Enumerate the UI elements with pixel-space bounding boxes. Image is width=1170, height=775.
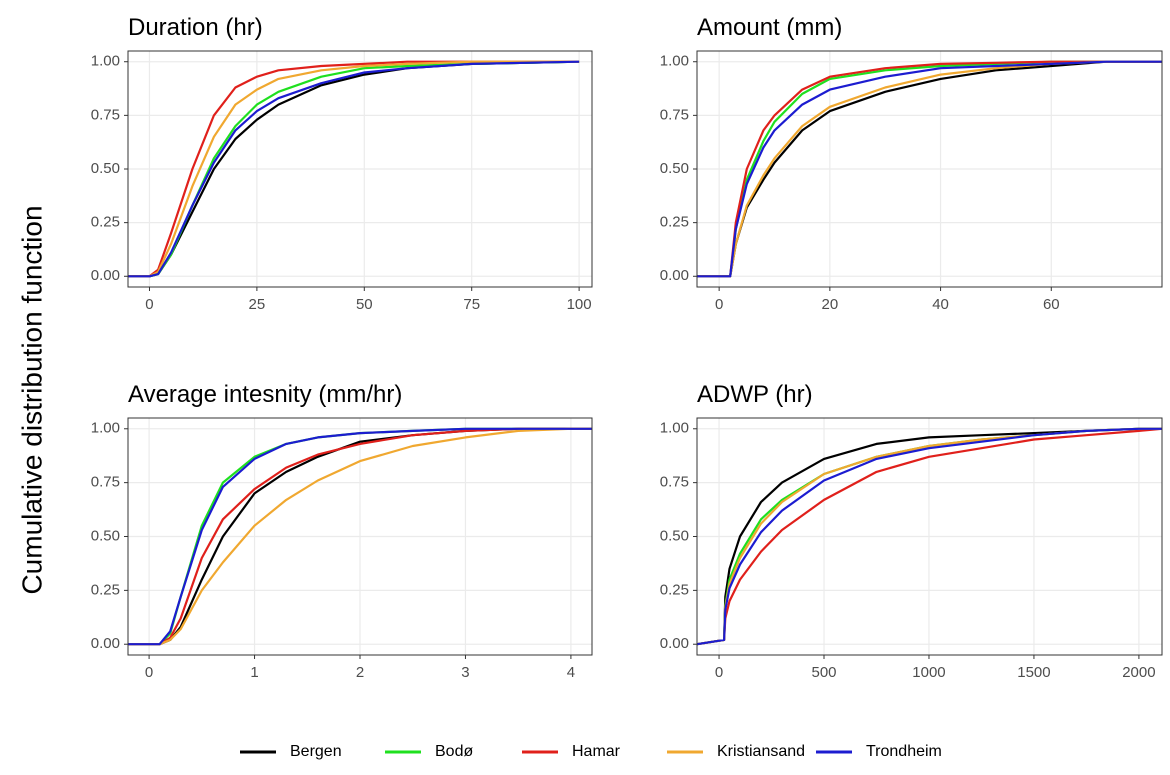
y-tick-label: 1.00 <box>660 420 689 437</box>
legend-label: Bergen <box>290 743 342 760</box>
cdf-line <box>128 60 580 278</box>
y-tick-label: 0.25 <box>91 581 120 598</box>
panel-title: Amount (mm) <box>697 14 842 41</box>
y-tick-label: 1.00 <box>91 53 120 70</box>
x-tick-label: 75 <box>463 296 480 313</box>
panel-border <box>127 50 593 288</box>
x-tick-label: 0 <box>145 296 153 313</box>
y-tick-label: 1.00 <box>91 420 120 437</box>
y-tick-label: 0.75 <box>91 474 120 491</box>
y-tick-label: 0.50 <box>91 527 120 544</box>
y-tick-label: 0.75 <box>91 106 120 123</box>
y-tick-label: 0.00 <box>91 635 120 652</box>
y-tick-label: 0.00 <box>660 635 689 652</box>
x-tick-label: 60 <box>1043 296 1060 313</box>
y-tick-label: 0.00 <box>660 267 689 284</box>
x-tick-label: 0 <box>715 296 723 313</box>
x-tick-label: 2000 <box>1122 664 1155 681</box>
x-tick-label: 1500 <box>1017 664 1050 681</box>
cdf-line <box>128 60 580 278</box>
y-tick-label: 1.00 <box>660 53 689 70</box>
y-axis-label: Cumulative distribution function <box>16 205 47 594</box>
cdf-line <box>697 60 1162 278</box>
legend-label: Kristiansand <box>717 743 805 760</box>
x-tick-label: 500 <box>811 664 836 681</box>
x-tick-label: 3 <box>461 664 469 681</box>
panel-title: Duration (hr) <box>128 14 263 41</box>
x-tick-label: 4 <box>567 664 575 681</box>
y-tick-label: 0.75 <box>660 474 689 491</box>
panel-border <box>696 417 1163 656</box>
cdf-line <box>697 60 1162 278</box>
cdf-line <box>128 427 592 646</box>
y-tick-label: 0.00 <box>91 267 120 284</box>
cdf-line <box>128 427 592 646</box>
y-tick-label: 0.25 <box>660 581 689 598</box>
legend-label: Bodø <box>435 743 473 760</box>
panel-border <box>127 417 593 656</box>
x-tick-label: 50 <box>356 296 373 313</box>
legend-label: Trondheim <box>866 743 942 760</box>
panel-border <box>696 50 1163 288</box>
y-tick-label: 0.25 <box>91 214 120 231</box>
panel-title: ADWP (hr) <box>697 381 813 408</box>
y-tick-label: 0.25 <box>660 214 689 231</box>
y-tick-label: 0.50 <box>91 160 120 177</box>
x-tick-label: 20 <box>822 296 839 313</box>
x-tick-label: 0 <box>145 664 153 681</box>
cdf-line <box>696 427 1163 646</box>
y-tick-label: 0.50 <box>660 527 689 544</box>
x-tick-label: 25 <box>249 296 266 313</box>
x-tick-label: 2 <box>356 664 364 681</box>
x-tick-label: 1000 <box>912 664 945 681</box>
x-tick-label: 100 <box>567 296 592 313</box>
cdf-line <box>696 427 1162 646</box>
cdf-line <box>128 60 580 278</box>
panel-title: Average intesnity (mm/hr) <box>128 381 402 408</box>
x-tick-label: 0 <box>715 664 723 681</box>
legend-label: Hamar <box>572 743 621 760</box>
x-tick-label: 1 <box>250 664 258 681</box>
x-tick-label: 40 <box>932 296 949 313</box>
y-tick-label: 0.75 <box>660 106 689 123</box>
y-tick-label: 0.50 <box>660 160 689 177</box>
